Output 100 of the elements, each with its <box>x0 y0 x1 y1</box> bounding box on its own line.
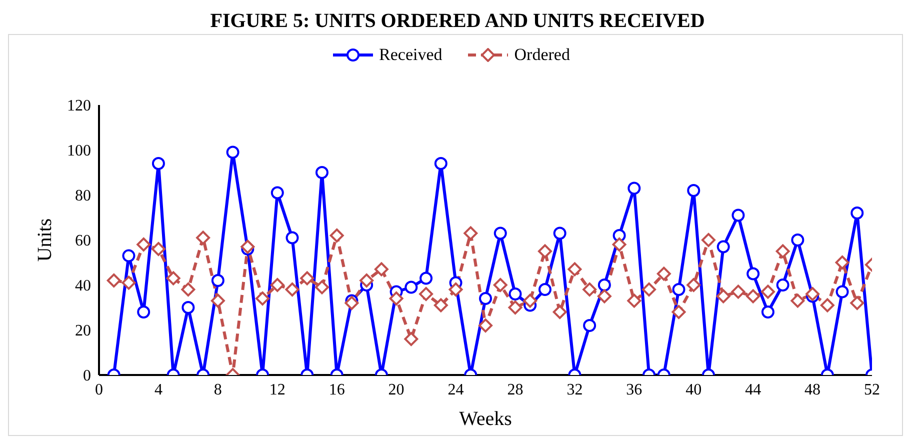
point <box>181 282 196 296</box>
point <box>552 305 567 319</box>
point <box>716 289 730 304</box>
point <box>612 238 626 252</box>
y-tick-label: 40 <box>75 278 91 295</box>
point <box>508 288 522 300</box>
point <box>122 276 136 290</box>
x-tick-label: 48 <box>804 381 821 398</box>
point <box>434 157 448 170</box>
y-tick-label: 100 <box>67 142 91 160</box>
point <box>523 294 538 308</box>
x-tick-label: 16 <box>328 381 345 398</box>
y-tick-label: 60 <box>75 232 91 250</box>
point <box>300 271 314 286</box>
point <box>791 234 804 246</box>
point <box>464 226 478 240</box>
point <box>716 240 730 254</box>
point <box>315 166 328 179</box>
point <box>106 274 121 288</box>
y-tick-label: 0 <box>83 368 91 385</box>
point <box>820 298 834 312</box>
point <box>479 292 492 305</box>
point <box>568 262 582 276</box>
point <box>776 278 790 292</box>
x-tick-label: 0 <box>95 381 103 398</box>
point <box>538 283 552 296</box>
point <box>285 282 300 296</box>
point <box>686 278 701 292</box>
point <box>776 244 790 258</box>
point <box>420 272 433 285</box>
point <box>196 230 210 245</box>
point <box>152 157 165 170</box>
point <box>360 274 374 288</box>
point <box>836 285 849 298</box>
point <box>583 319 596 332</box>
x-tick-label: 8 <box>214 381 222 398</box>
point <box>790 294 805 308</box>
x-tick-label: 36 <box>626 381 642 398</box>
point <box>478 318 492 332</box>
point <box>701 233 716 247</box>
point <box>136 238 151 252</box>
point <box>419 287 434 301</box>
x-axis-title: Weeks <box>459 408 512 430</box>
point <box>538 244 552 258</box>
point <box>494 226 507 240</box>
chart-title: FIGURE 5: UNITS ORDERED AND UNITS RECEIVED <box>209 9 706 34</box>
x-tick-label: 28 <box>507 381 524 398</box>
point <box>508 300 522 314</box>
point <box>850 296 864 310</box>
point <box>493 278 508 292</box>
point <box>210 294 225 308</box>
point <box>642 282 656 296</box>
point <box>270 186 284 200</box>
point <box>746 289 760 304</box>
legend-label: Ordered <box>514 45 570 65</box>
point <box>582 282 597 296</box>
point <box>656 266 671 281</box>
y-tick-label: 80 <box>75 188 91 205</box>
point <box>553 226 566 240</box>
point <box>732 208 745 222</box>
x-tick-label: 24 <box>448 381 464 398</box>
point <box>211 274 224 287</box>
x-tick-label: 40 <box>686 381 702 398</box>
point <box>448 282 463 296</box>
point <box>806 287 820 301</box>
point <box>597 289 612 304</box>
point <box>314 280 329 294</box>
point <box>628 182 641 195</box>
point <box>344 296 359 310</box>
legend-label: Received <box>379 45 442 65</box>
point <box>731 284 746 299</box>
point <box>760 284 775 299</box>
x-tick-label: 52 <box>864 381 880 398</box>
y-axis-title: Units <box>34 218 56 262</box>
x-tick-label: 4 <box>154 381 162 398</box>
point <box>122 249 136 262</box>
point <box>404 332 418 346</box>
y-tick-label: 20 <box>75 322 91 340</box>
point <box>166 271 180 286</box>
y-tick-label: 120 <box>67 98 91 115</box>
x-tick-label: 44 <box>745 381 762 398</box>
point <box>226 146 240 159</box>
point <box>137 306 150 318</box>
point <box>687 184 700 197</box>
point <box>389 292 404 306</box>
point <box>270 278 284 292</box>
point <box>256 292 270 306</box>
point <box>374 262 388 276</box>
x-tick-label: 12 <box>269 381 286 398</box>
point <box>240 240 255 254</box>
point <box>746 267 760 280</box>
point <box>835 256 850 270</box>
point <box>182 301 195 314</box>
point <box>286 231 299 244</box>
point <box>434 298 448 312</box>
point <box>672 305 686 319</box>
point <box>672 283 686 296</box>
x-tick-label: 32 <box>566 381 583 398</box>
point <box>850 206 864 220</box>
point <box>404 280 418 294</box>
